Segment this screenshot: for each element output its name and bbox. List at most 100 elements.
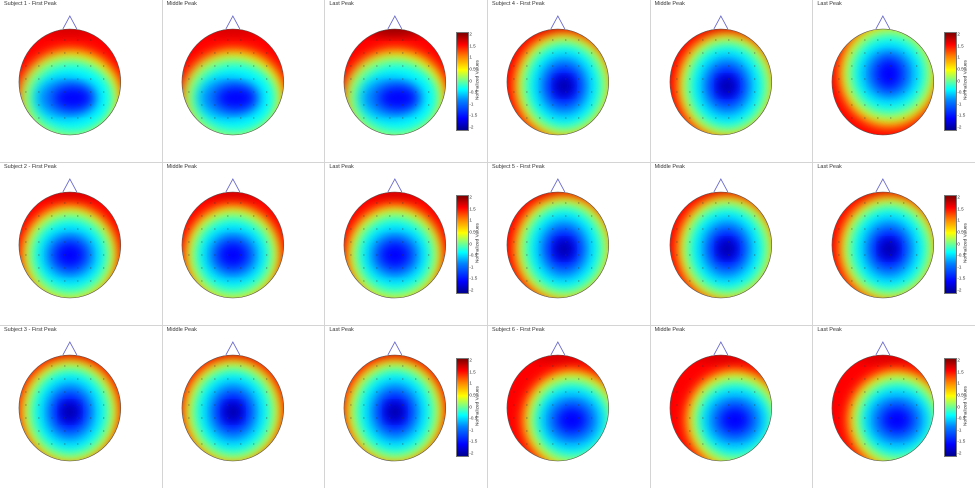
colorbar-tick-label: 2 (469, 357, 472, 363)
nose-marker (387, 341, 403, 356)
nose-marker (713, 178, 728, 193)
colorbar-tick-label: 0 (957, 78, 960, 83)
head-topomap (831, 341, 935, 462)
colorbar-tick-label: -1 (469, 427, 474, 433)
colorbar-tick-label: 1 (957, 54, 960, 60)
colorbar-label: Normalized Values (963, 60, 969, 100)
topomap-panel: Middle Peak (162, 326, 325, 488)
colorbar-tick-label: 1 (469, 217, 472, 223)
head-topomap (181, 341, 284, 462)
head-outline (506, 191, 610, 299)
colorbar-tick-label: 1.5 (469, 369, 476, 375)
head-topomap (343, 178, 447, 299)
colorbar-tick-label: -2 (957, 124, 962, 130)
colorbar (944, 195, 958, 294)
head-outline (831, 28, 935, 136)
topomap-panel: Last Peak 2 1.5 1 0.5 0 -0.5 -1 -1.5 -2 Normalized… (813, 163, 975, 325)
colorbar-tick-label: -2 (957, 287, 962, 293)
colorbar-tick-label: -0.5 (957, 252, 966, 258)
head-outline (343, 191, 447, 299)
panel-title: Last Peak (817, 327, 842, 333)
colorbar-tick-label: 2 (957, 357, 960, 363)
colorbar-tick-label: -0.5 (957, 415, 966, 421)
nose-marker (225, 15, 240, 30)
colorbar-tick-label: 1.5 (957, 206, 964, 212)
colorbar-tick-label: -1.5 (957, 438, 966, 444)
colorbar-label: Normalized Values (963, 386, 969, 426)
head-topomap (831, 15, 935, 136)
head-outline (669, 28, 772, 136)
colorbar-tick-label: -1 (957, 264, 962, 270)
nose-marker (387, 178, 403, 193)
head-outline (831, 191, 935, 299)
head-topomap (669, 15, 772, 136)
colorbar-tick-label: 2 (957, 31, 960, 37)
colorbar-tick-label: 0 (469, 241, 472, 246)
nose-marker (550, 15, 566, 30)
colorbar-tick-label: 2 (957, 194, 960, 200)
colorbar-tick-label: -0.5 (469, 252, 478, 258)
colorbar-label: Normalized Values (475, 386, 481, 426)
colorbar-tick-label: 2 (469, 194, 472, 200)
topomap-panel: Last Peak 2 1.5 1 0.5 0 -0.5 -1 -1.5 -2 Normalized… (813, 326, 975, 488)
head-outline (343, 28, 447, 136)
colorbar (944, 358, 958, 457)
head-outline (181, 191, 284, 299)
head-topomap (18, 15, 122, 136)
head-outline (669, 191, 772, 299)
nose-marker (713, 15, 728, 30)
colorbar-tick-label: 0.5 (957, 392, 964, 398)
colorbar-tick-label: 0 (469, 404, 472, 409)
head-topomap (506, 341, 610, 462)
nose-marker (387, 15, 403, 30)
topomap-panel: Subject 4 - First Peak (488, 0, 650, 162)
panel-title: Subject 3 - First Peak (4, 327, 57, 333)
colorbar-tick-label: 0 (957, 241, 960, 246)
topomap-panel: Subject 5 - First Peak (488, 163, 650, 325)
colorbar-tick-label: -1.5 (469, 438, 478, 444)
head-outline (18, 28, 122, 136)
colorbar-tick-label: 0.5 (469, 229, 476, 235)
colorbar-tick-label: 1 (957, 380, 960, 386)
colorbar-tick-label: -1 (957, 101, 962, 107)
panel-title: Last Peak (329, 327, 354, 333)
colorbar-tick-label: 1 (469, 380, 472, 386)
colorbar (456, 195, 470, 294)
colorbar-tick-label: 1.5 (957, 43, 964, 49)
panel-title: Last Peak (329, 1, 354, 7)
colorbar-label: Normalized Values (475, 223, 481, 263)
nose-marker (62, 15, 78, 30)
head-outline (831, 354, 935, 462)
head-topomap (343, 15, 447, 136)
nose-marker (550, 178, 566, 193)
head-outline (506, 28, 610, 136)
head-outline (18, 191, 122, 299)
colorbar-label: Normalized Values (963, 223, 969, 263)
head-outline (181, 354, 284, 462)
panel-title: Middle Peak (654, 1, 685, 7)
colorbar-tick-label: 0.5 (469, 392, 476, 398)
head-topomap (181, 178, 284, 299)
head-outline (18, 354, 122, 462)
panel-title: Middle Peak (166, 1, 197, 7)
colorbar-tick-label: 1 (469, 54, 472, 60)
colorbar-tick-label: -2 (957, 450, 962, 456)
topomap-panel: Subject 6 - First Peak (488, 326, 650, 488)
colorbar-tick-label: -2 (469, 450, 474, 456)
panel-title: Subject 1 - First Peak (4, 1, 57, 7)
head-outline (506, 354, 610, 462)
panel-title: Subject 6 - First Peak (492, 327, 545, 333)
nose-marker (225, 341, 240, 356)
colorbar-tick-label: 1.5 (469, 206, 476, 212)
colorbar-tick-label: -0.5 (469, 89, 478, 95)
panel-title: Middle Peak (654, 164, 685, 170)
colorbar-tick-label: 0.5 (957, 229, 964, 235)
colorbar-tick-label: -1 (469, 264, 474, 270)
colorbar (456, 32, 470, 131)
colorbar-tick-label: -1.5 (469, 112, 478, 118)
topomap-panel: Last Peak 2 1.5 1 0.5 0 -0.5 -1 -1.5 -2 Normalized… (813, 0, 975, 162)
panel-title: Last Peak (817, 164, 842, 170)
colorbar-tick-label: -1.5 (469, 275, 478, 281)
topomap-panel: Middle Peak (162, 163, 325, 325)
